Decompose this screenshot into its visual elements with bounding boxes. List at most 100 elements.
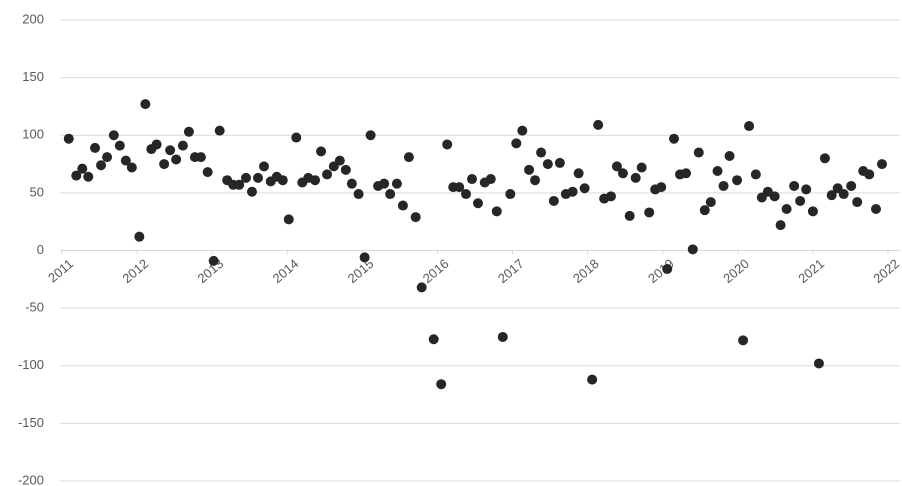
point [90,142,101,153]
point [120,155,131,166]
point [202,167,213,178]
point [524,164,535,175]
point [379,178,390,189]
point [159,159,170,170]
point [681,168,692,179]
point [687,244,698,255]
point [126,162,137,173]
point [579,183,590,194]
point [485,174,496,185]
point [769,191,780,202]
point [359,252,370,263]
point [530,175,541,186]
point [234,179,245,190]
point [497,331,508,342]
point [636,162,647,173]
point [258,161,269,172]
point [491,206,502,217]
point [310,175,321,186]
point [114,140,125,151]
point [644,207,655,218]
point [340,164,351,175]
point [436,379,447,390]
point [77,163,88,174]
point [442,139,453,150]
point [171,154,182,165]
y-tick-label: -50 [25,300,44,315]
x-tick-label: 2021 [795,256,827,286]
y-tick-label: -150 [18,415,44,430]
point [630,172,641,183]
point [428,334,439,345]
point [611,161,622,172]
point [656,182,667,193]
point [732,175,743,186]
point [208,255,219,266]
point [718,180,729,191]
point [403,152,414,163]
point [102,152,113,163]
x-tick-label: 2020 [720,256,752,286]
point [807,206,818,217]
point [316,146,327,157]
y-tick-label: 50 [30,184,44,199]
point [346,178,357,189]
point [505,189,516,200]
point [277,175,288,186]
point [775,220,786,231]
point [454,182,465,193]
point [801,184,812,195]
point [781,204,792,215]
y-tick-label: 200 [22,11,44,26]
point [705,197,716,208]
point [165,145,176,156]
point [587,374,598,385]
point [291,132,302,143]
point [846,180,857,191]
point [852,197,863,208]
point [573,168,584,179]
point [548,195,559,206]
point [353,189,364,200]
point [870,204,881,215]
point [460,189,471,200]
point [334,155,345,166]
x-tick-label: 2019 [645,256,677,286]
point [693,147,704,158]
y-tick-label: 100 [22,127,44,142]
point [838,189,849,200]
point [738,335,749,346]
point [699,205,710,216]
point [712,165,723,176]
x-tick-label: 2015 [345,256,377,286]
point [542,159,553,170]
y-tick-label: -100 [18,357,44,372]
point [246,186,257,197]
point [466,174,477,185]
point [177,140,188,151]
point [96,160,107,171]
point [391,178,402,189]
point [140,99,151,110]
point [416,282,427,293]
point [283,214,294,225]
point [473,198,484,209]
y-tick-label: -200 [18,472,44,486]
point [724,150,735,161]
x-tick-label: 2017 [495,256,527,286]
point [605,191,616,202]
point [567,186,578,197]
point [789,180,800,191]
point [813,358,824,369]
x-tick-label: 2016 [420,256,452,286]
point [397,200,408,211]
point [750,169,761,180]
point [593,119,604,130]
point [322,169,333,180]
point [240,172,251,183]
point [826,190,837,201]
point [864,169,875,180]
point [151,139,162,150]
point [71,170,82,181]
